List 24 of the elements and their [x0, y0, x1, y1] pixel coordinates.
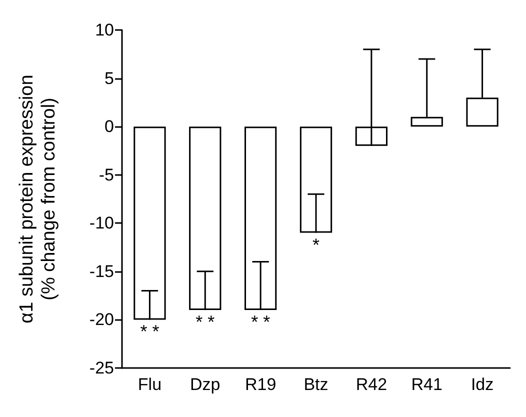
annotation: * *: [196, 312, 215, 332]
annotation: *: [312, 234, 320, 255]
bar: [300, 126, 332, 233]
y-tick-label: 0: [104, 117, 114, 136]
y-tick-label: -5: [98, 165, 114, 184]
x-tick-label: Flu: [138, 375, 162, 394]
x-tick-label: R19: [244, 375, 276, 394]
annotation: * *: [140, 322, 160, 342]
y-axis-title: α1 subunit protein expression (% change from control): [16, 74, 60, 324]
x-tick-label: Btz: [304, 375, 328, 394]
y-tick-label: 5: [104, 68, 114, 88]
annotation: * *: [251, 312, 270, 332]
bar: [134, 126, 166, 320]
y-tick-label: -20: [89, 310, 114, 330]
y-tick-label: 10: [95, 20, 114, 40]
x-tick-label: R41: [411, 375, 442, 394]
y-tick-label: -10: [89, 214, 114, 233]
bar: [189, 126, 222, 310]
x-tick-label: Dzp: [190, 375, 220, 394]
bar: [244, 126, 277, 310]
y-tick-label: -25: [89, 358, 114, 378]
y-tick-label: -15: [89, 262, 114, 281]
x-tick-label: Idz: [470, 375, 494, 394]
x-tick-label: R42: [356, 375, 388, 394]
